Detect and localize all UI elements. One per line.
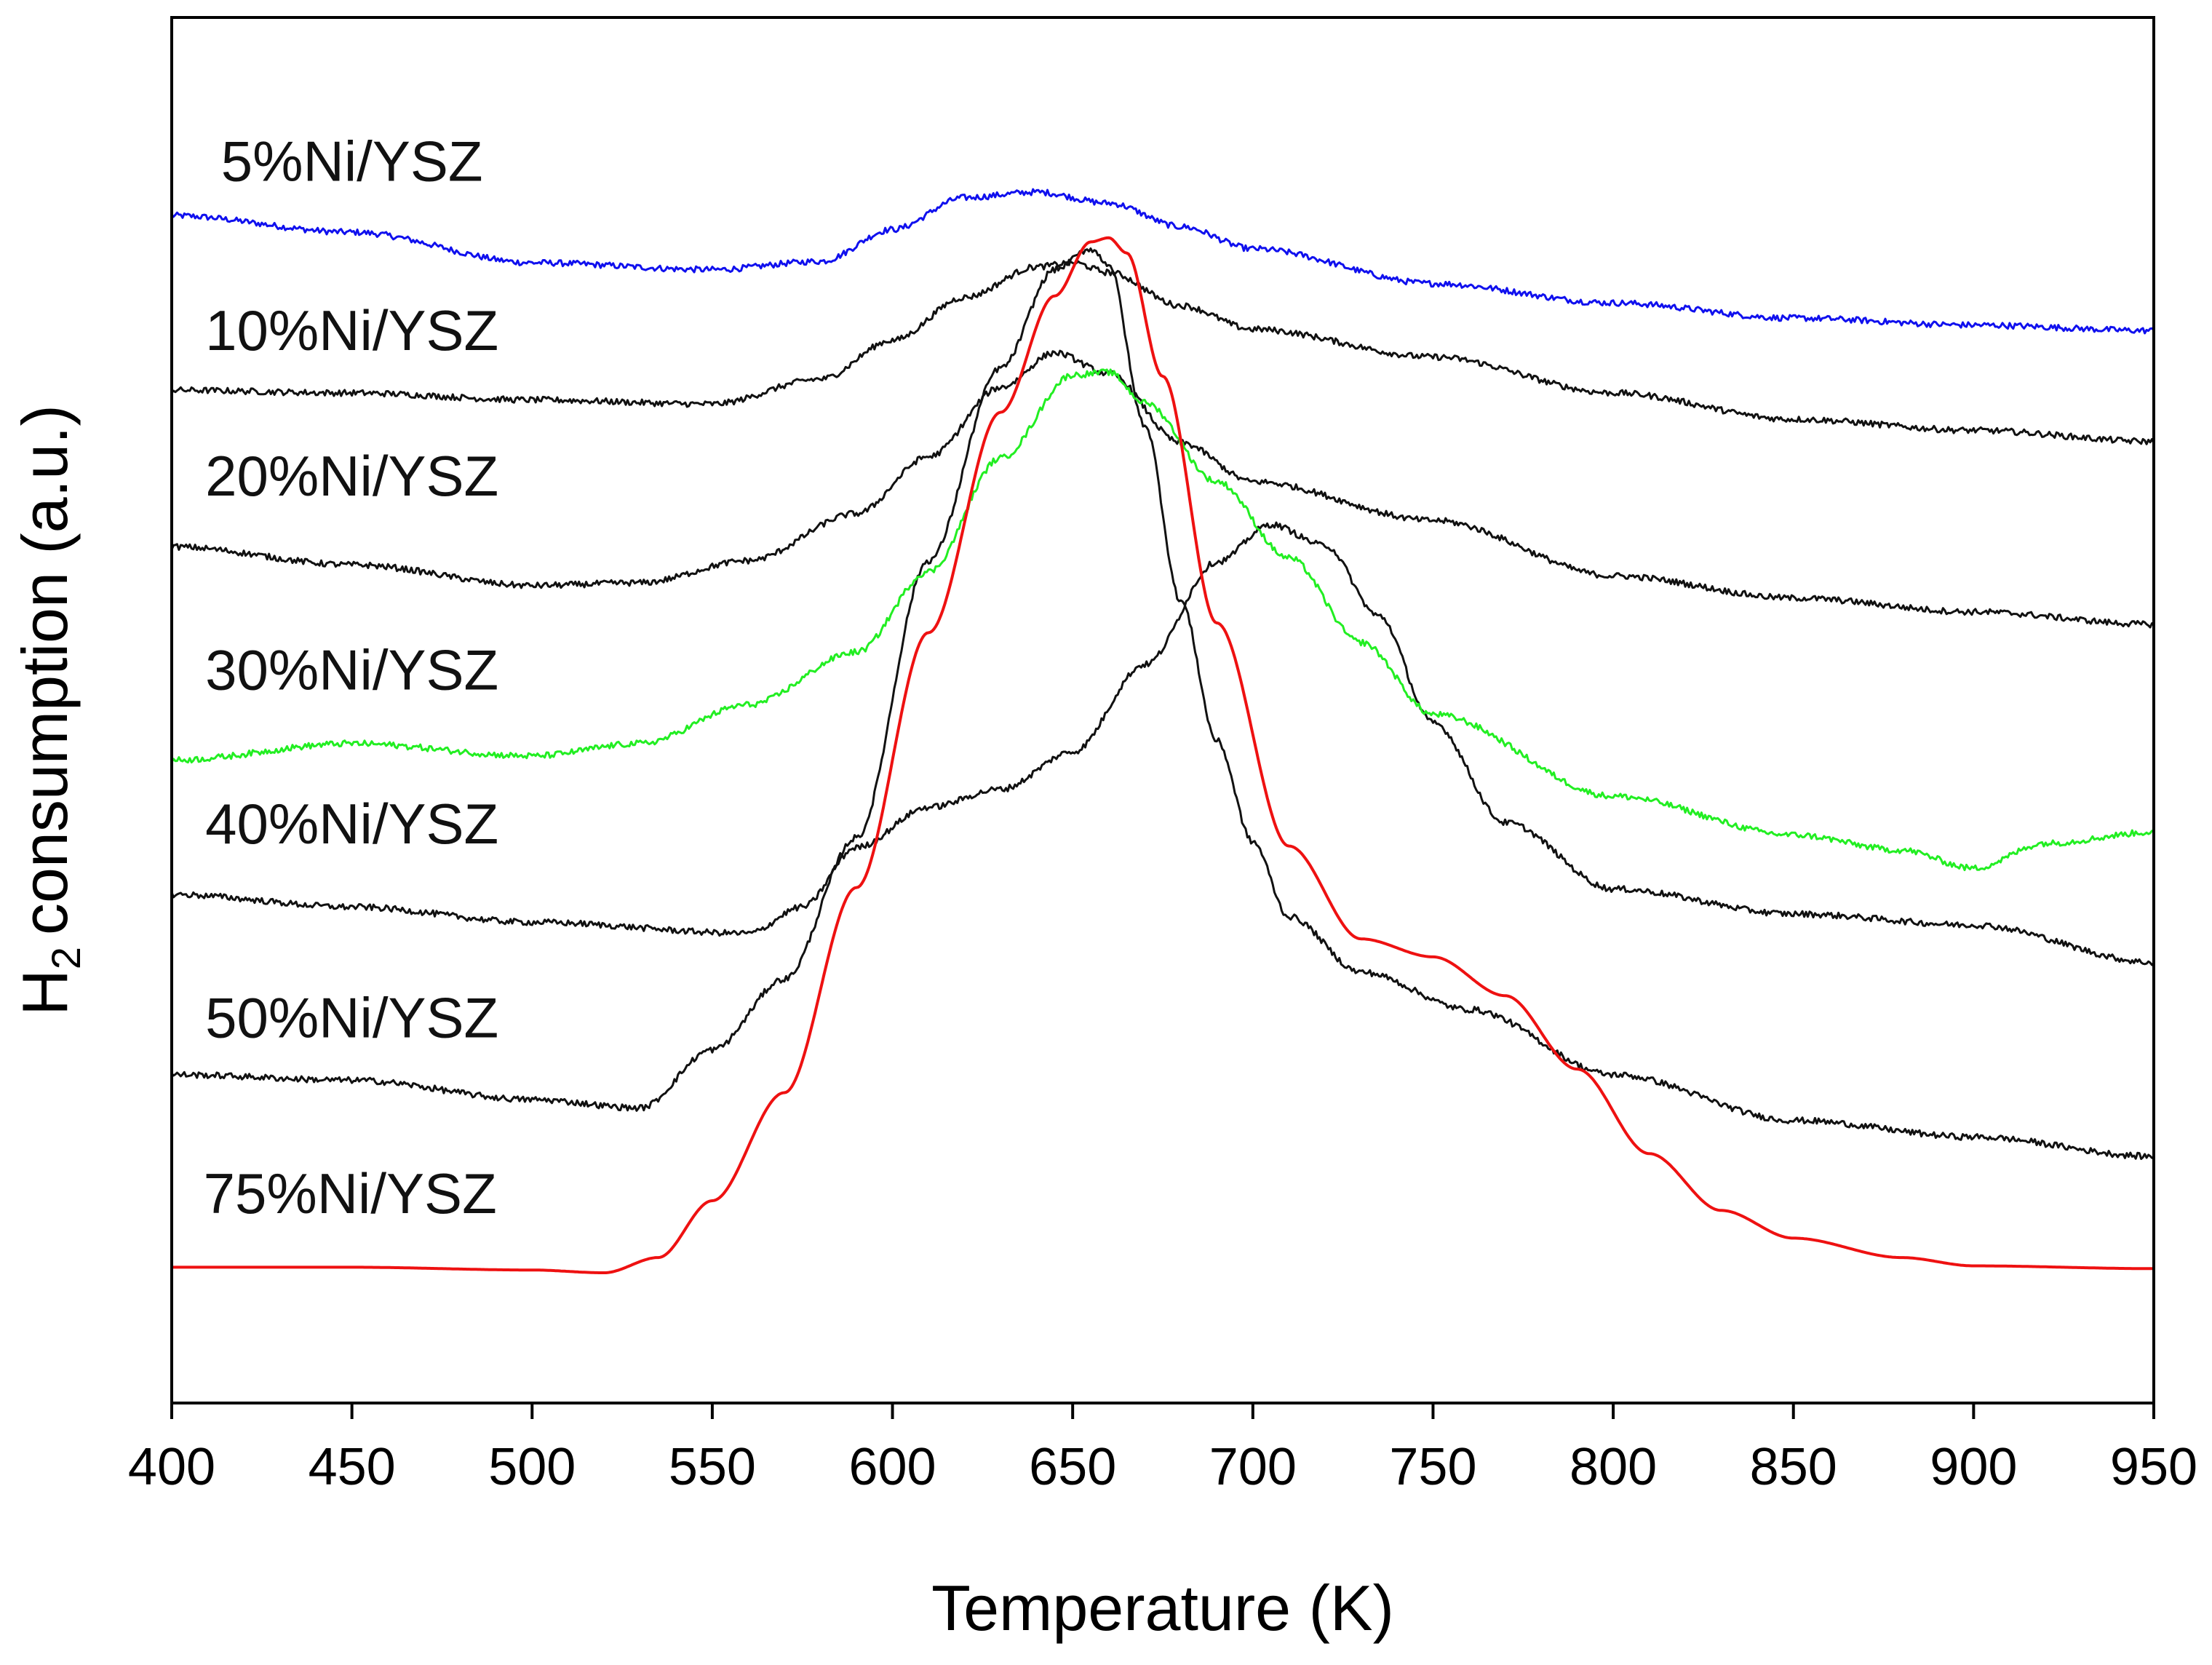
x-tick-label: 850	[1750, 1438, 1837, 1496]
series-label: 10%Ni/YSZ	[205, 298, 498, 362]
series-line-75-ni-ysz	[172, 236, 2154, 1274]
x-tick-label: 500	[488, 1438, 576, 1496]
series-line-20-ni-ysz	[170, 349, 2154, 629]
series-label: 5%Ni/YSZ	[221, 130, 483, 194]
x-tick-label: 950	[2110, 1438, 2197, 1496]
series-line-40-ni-ysz	[170, 521, 2155, 966]
series-labels: 5%Ni/YSZ 10%Ni/YSZ 20%Ni/YSZ 30%Ni/YSZ 40%Ni…	[204, 130, 499, 1225]
series-line-50-ni-ysz	[170, 247, 2155, 1160]
y-axis-title-subscript: 2	[43, 947, 89, 969]
series-layer	[170, 188, 2155, 1274]
x-tick-label: 550	[669, 1438, 756, 1496]
x-tick-label: 450	[309, 1438, 396, 1496]
x-tick-label: 600	[848, 1438, 936, 1496]
x-tick-label: 750	[1389, 1438, 1476, 1496]
series-label: 20%Ni/YSZ	[205, 444, 498, 508]
x-tick-label: 900	[1930, 1438, 2017, 1496]
series-line-5-ni-ysz	[170, 188, 2155, 335]
y-axis-title: H2 consumption (a.u.)	[9, 405, 89, 1016]
series-line-10-ni-ysz	[170, 258, 2155, 445]
x-axis-title: Temperature (K)	[931, 1572, 1394, 1644]
x-tick-label: 700	[1209, 1438, 1297, 1496]
series-label: 50%Ni/YSZ	[205, 985, 498, 1049]
y-axis-title-prefix: H	[9, 969, 81, 1016]
series-line-30-ni-ysz	[170, 368, 2155, 872]
x-tick-label: 400	[128, 1438, 215, 1496]
series-label: 40%Ni/YSZ	[205, 792, 498, 856]
plot-frame	[170, 16, 2155, 1404]
x-axis: 400 450 500 550 600 650 700 750 800 850 900 950	[128, 1403, 2197, 1496]
series-label: 75%Ni/YSZ	[204, 1161, 497, 1225]
x-tick-label: 650	[1029, 1438, 1116, 1496]
x-tick-label: 800	[1570, 1438, 1657, 1496]
series-label: 30%Ni/YSZ	[205, 637, 498, 702]
y-axis-title-suffix: consumption (a.u.)	[9, 405, 81, 935]
